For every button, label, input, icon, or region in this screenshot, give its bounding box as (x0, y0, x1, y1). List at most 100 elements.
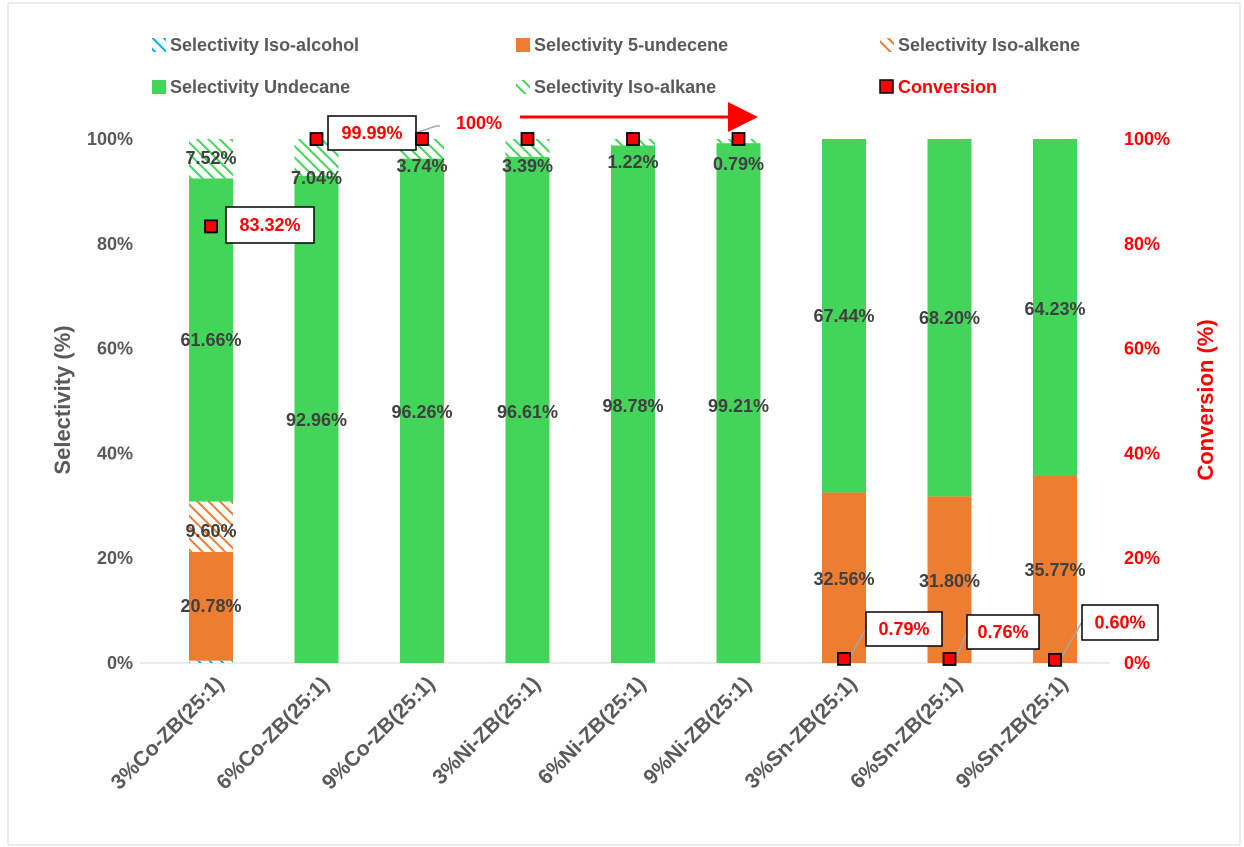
y2-tick-label: 40% (1124, 443, 1160, 463)
data-label-selectivity-undecane-6: 99.21% (708, 396, 769, 416)
y-tick-label: 40% (97, 443, 133, 463)
category-label-8: 6%Sn-ZB(25:1) (846, 672, 967, 793)
y2-axis-ticks: 0% 20% 40% 60% 80% 100% (1124, 129, 1170, 673)
data-label-selectivity-iso-alkane-2: 7.04% (291, 168, 342, 188)
conversion-marker-4 (520, 132, 535, 146)
category-labels-layer: 3%Co-ZB(25:1)6%Co-ZB(25:1)9%Co-ZB(25:1)3… (107, 672, 1073, 794)
bar-selectivity-undecane-7 (822, 139, 866, 493)
data-label-selectivity-undecane-1: 61.66% (180, 330, 241, 350)
legend-swatch-undecane (152, 80, 166, 94)
y-tick-label: 80% (97, 234, 133, 254)
conversion-callout-2: 99.99% (327, 115, 440, 151)
callout-leader-line (954, 631, 968, 661)
y-tick-label: 20% (97, 548, 133, 568)
conversion-value-label: 0.79% (878, 619, 929, 639)
legend-label-iso-alkene: Selectivity Iso-alkene (898, 35, 1080, 55)
legend-item-conversion: Conversion (879, 77, 997, 97)
legend-item-undecane: Selectivity Undecane (152, 77, 350, 97)
legend-label-undecane: Selectivity Undecane (170, 77, 350, 97)
category-label-6: 9%Ni-ZB(25:1) (639, 672, 756, 789)
data-label-selectivity-5-undecene-7: 32.56% (813, 569, 874, 589)
conversion-marker-9 (1048, 652, 1062, 667)
legend-label-5-undecene: Selectivity 5-undecene (534, 35, 728, 55)
data-label-selectivity-iso-alkane-1: 7.52% (185, 148, 236, 168)
segment-labels-layer: 20.78% 9.60% 61.66% 7.52% 92.96% 7.04% 96.26% 3… (180, 148, 1085, 616)
conversion-callout-8: 0.76% (954, 614, 1040, 661)
legend-label-iso-alcohol: Selectivity Iso-alcohol (170, 35, 359, 55)
bar-selectivity-undecane-9 (1033, 139, 1077, 476)
conversion-markers-layer (204, 132, 1062, 667)
data-label-selectivity-undecane-3: 96.26% (391, 402, 452, 422)
legend-item-iso-alcohol: Selectivity Iso-alcohol (152, 35, 359, 55)
conversion-marker-1 (204, 219, 218, 234)
y2-axis-title: Conversion (%) (1193, 319, 1218, 480)
bar-selectivity-iso-alcohol-1 (189, 660, 233, 663)
y2-tick-label: 80% (1124, 234, 1160, 254)
data-label-selectivity-iso-alkane-4: 3.39% (502, 156, 553, 176)
category-label-4: 3%Ni-ZB(25:1) (428, 672, 545, 789)
data-label-selectivity-iso-alkene-1: 9.60% (185, 521, 236, 541)
callout-leader-line (847, 628, 867, 661)
y-tick-label: 0% (107, 653, 133, 673)
bar-selectivity-undecane-4 (505, 156, 550, 663)
legend-swatch-iso-alkene (880, 38, 894, 52)
data-label-selectivity-5-undecene-9: 35.77% (1024, 560, 1085, 580)
conversion-100-arrow: 100% (456, 102, 758, 133)
data-label-selectivity-iso-alkane-3: 3.74% (396, 156, 447, 176)
bar-selectivity-iso-alkane-1 (189, 139, 233, 179)
data-label-selectivity-undecane-8: 68.20% (919, 308, 980, 328)
conversion-value-label: 0.76% (977, 622, 1028, 642)
chart-frame (7, 2, 1241, 846)
conversion-callout-7: 0.79% (847, 611, 943, 661)
callout-box (966, 614, 1040, 650)
legend: Selectivity Iso-alcohol Selectivity 5-un… (152, 35, 1080, 97)
data-label-selectivity-undecane-5: 98.78% (602, 396, 663, 416)
legend-label-iso-alkane: Selectivity Iso-alkane (534, 77, 716, 97)
y2-tick-label: 60% (1124, 339, 1160, 359)
conversion-callouts-layer: 83.32% 99.99% 0.79% 0.76% 0.60% (225, 115, 1159, 661)
callout-leader-line (1059, 621, 1083, 661)
category-label-5: 6%Ni-ZB(25:1) (534, 672, 651, 789)
bar-selectivity-undecane-2 (294, 175, 339, 664)
data-label-selectivity-undecane-2: 92.96% (286, 410, 347, 430)
category-label-9: 9%Sn-ZB(25:1) (951, 672, 1072, 793)
conversion-marker-5 (626, 132, 640, 146)
conversion-marker-2 (309, 132, 324, 146)
conversion-value-label: 99.99% (341, 123, 402, 143)
category-label-2: 6%Co-ZB(25:1) (212, 672, 334, 794)
conversion-marker-3 (415, 132, 429, 146)
y-tick-label: 100% (87, 129, 133, 149)
callout-box (225, 206, 315, 244)
bar-selectivity-undecane-6 (716, 143, 761, 664)
bar-selectivity-5-undecene-1 (189, 551, 233, 661)
callout-box (1081, 604, 1159, 641)
conversion-marker-8 (942, 652, 957, 666)
conversion-value-label: 0.60% (1094, 613, 1145, 633)
bar-selectivity-undecane-8 (927, 139, 972, 497)
bar-selectivity-5-undecene-7 (822, 492, 866, 663)
conversion-marker-7 (837, 651, 851, 666)
y-axis-title: Selectivity (%) (50, 325, 75, 474)
legend-swatch-5-undecene (516, 38, 530, 52)
data-label-selectivity-5-undecene-1: 20.78% (180, 596, 241, 616)
bar-selectivity-5-undecene-9 (1033, 475, 1077, 663)
legend-item-iso-alkane: Selectivity Iso-alkane (516, 77, 716, 97)
y2-tick-label: 0% (1124, 653, 1150, 673)
legend-label-conversion: Conversion (898, 77, 997, 97)
conversion-marker-6 (731, 132, 746, 146)
category-label-7: 3%Sn-ZB(25:1) (740, 672, 861, 793)
conversion-callout-9: 0.60% (1059, 604, 1159, 661)
y-axis-ticks: 0% 20% 40% 60% 80% 100% (87, 129, 133, 673)
category-label-1: 3%Co-ZB(25:1) (107, 672, 229, 794)
data-label-selectivity-iso-alkane-5: 1.22% (607, 152, 658, 172)
legend-item-5-undecene: Selectivity 5-undecene (516, 35, 728, 55)
callout-leader-line (415, 125, 440, 134)
data-label-selectivity-undecane-7: 67.44% (813, 306, 874, 326)
bars-layer (189, 139, 1077, 664)
bar-selectivity-iso-alkane-4 (505, 139, 550, 157)
conversion-callout-1: 83.32% (225, 206, 315, 244)
bar-selectivity-undecane-5 (611, 145, 655, 663)
legend-swatch-iso-alcohol (152, 38, 166, 52)
